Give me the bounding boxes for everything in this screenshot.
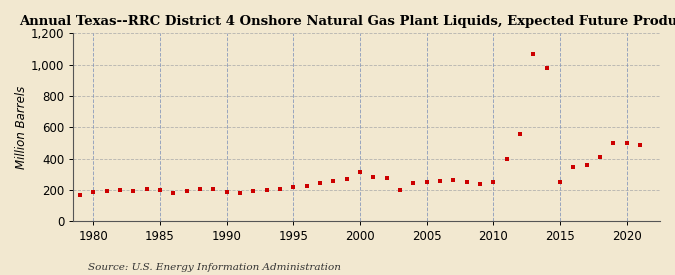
- Text: Source: U.S. Energy Information Administration: Source: U.S. Energy Information Administ…: [88, 263, 341, 272]
- Title: Annual Texas--RRC District 4 Onshore Natural Gas Plant Liquids, Expected Future : Annual Texas--RRC District 4 Onshore Nat…: [19, 15, 675, 28]
- Y-axis label: Million Barrels: Million Barrels: [15, 86, 28, 169]
